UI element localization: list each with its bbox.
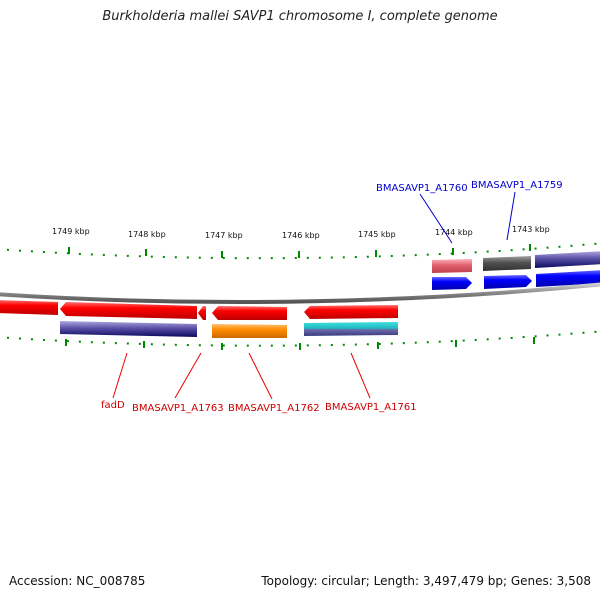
gene-fadD-cds-arrow[interactable] — [60, 302, 197, 319]
tick-label-1747: 1747 kbp — [205, 231, 243, 240]
gene-right-navy[interactable] — [535, 251, 600, 268]
gene-a1760-pink[interactable] — [432, 259, 472, 273]
gene-left-cds-arrow[interactable] — [0, 300, 58, 315]
tick-label-1746: 1746 kbp — [282, 231, 320, 240]
inner-major-ticks — [65, 337, 535, 350]
gene-a1759-cds-arrow[interactable] — [484, 275, 532, 289]
gene-a1759-gray[interactable] — [483, 256, 531, 271]
tick-label-1749: 1749 kbp — [52, 227, 90, 236]
genome-backbone — [0, 282, 600, 304]
gene-label-a1762[interactable]: BMASAVP1_A1762 — [228, 403, 320, 414]
gene-right-cds-arrow[interactable] — [536, 270, 600, 287]
map-title: Burkholderia mallei SAVP1 chromosome I, … — [102, 9, 498, 24]
label-leader-lines-blue — [419, 191, 516, 244]
gene-a1761-bar[interactable] — [304, 322, 398, 336]
inner-tick-ring — [0, 330, 600, 347]
gene-label-fadD[interactable]: fadD — [101, 400, 125, 411]
gene-a1762-cds-arrow[interactable] — [212, 306, 287, 320]
gene-label-a1759[interactable]: BMASAVP1_A1759 — [471, 180, 563, 191]
gene-label-a1760[interactable]: BMASAVP1_A1760 — [376, 183, 468, 194]
gene-label-a1761[interactable]: BMASAVP1_A1761 — [325, 402, 417, 413]
tick-label-1744: 1744 kbp — [435, 228, 473, 237]
tick-label-1745: 1745 kbp — [358, 230, 396, 239]
outer-tick-ring — [0, 242, 600, 260]
tick-label-1743: 1743 kbp — [512, 225, 550, 234]
gene-label-a1763[interactable]: BMASAVP1_A1763 — [132, 403, 224, 414]
genome-summary-text: Topology: circular; Length: 3,497,479 bp… — [261, 574, 591, 588]
gene-a1762-bar[interactable] — [212, 324, 287, 338]
label-leader-lines-red — [112, 352, 371, 400]
gene-a1760-cds-arrow[interactable] — [432, 277, 472, 290]
tick-label-1748: 1748 kbp — [128, 230, 166, 239]
accession-text: Accession: NC_008785 — [9, 574, 146, 588]
gene-a1761-cds-arrow[interactable] — [304, 305, 398, 319]
outer-major-ticks — [68, 244, 531, 258]
gene-small-cds-arrow[interactable] — [198, 306, 206, 320]
gene-fadD-bar[interactable] — [60, 321, 197, 337]
